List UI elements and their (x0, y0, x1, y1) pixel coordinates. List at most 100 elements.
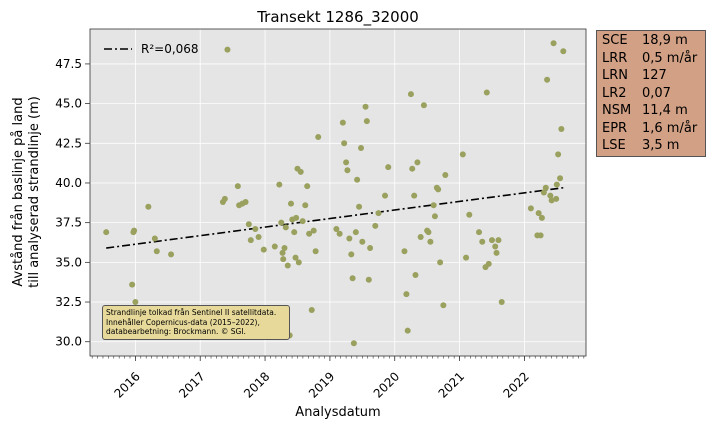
data-point (442, 172, 449, 179)
data-point (129, 281, 136, 288)
plot-frame (89, 28, 587, 357)
data-point (495, 237, 502, 244)
data-point (493, 249, 500, 256)
data-point (252, 226, 259, 233)
data-point (476, 229, 483, 236)
stat-key: EPR (602, 120, 628, 136)
data-point (537, 232, 544, 239)
data-point (540, 189, 547, 196)
data-point (281, 245, 288, 252)
data-point (295, 259, 302, 266)
data-point (247, 237, 254, 244)
y-axis-label: Avstånd från baslinje på land till analy… (11, 96, 42, 288)
stat-row: LSE 3,5 m (602, 137, 700, 155)
points-layer (103, 40, 567, 347)
data-point (348, 251, 355, 258)
data-point (372, 222, 379, 229)
data-point (435, 186, 442, 193)
data-point (359, 238, 366, 245)
stat-key: LSE (602, 138, 626, 153)
data-point (544, 76, 551, 83)
data-point (404, 327, 411, 334)
data-point (242, 199, 249, 206)
data-point (145, 203, 152, 210)
data-point (168, 251, 175, 258)
data-point (425, 229, 432, 236)
data-point (312, 248, 319, 255)
x-axis-label: Analysdatum (295, 405, 380, 420)
y-tick-label: 47.5 (55, 57, 82, 71)
data-point (363, 118, 370, 125)
data-point (409, 165, 416, 172)
data-point (412, 272, 419, 279)
data-point (407, 91, 414, 98)
stat-value: 0,5 m/år (642, 50, 698, 66)
data-point (336, 230, 343, 237)
x-tick-label: 2021 (436, 369, 467, 400)
data-point (547, 192, 554, 199)
data-point (271, 243, 278, 250)
stat-row: SCE 18,9 m (602, 32, 700, 50)
data-point (343, 159, 350, 166)
data-point (548, 197, 555, 204)
data-point (382, 192, 389, 199)
statistics-box: SCE 18,9 m LRR 0,5 m/år LRN 127 LR2 0,07 NSM 11,4… (596, 30, 706, 157)
data-point (550, 40, 557, 47)
data-point (440, 302, 447, 309)
y-tick-label: 40.0 (55, 176, 82, 190)
data-point (427, 238, 434, 245)
y-tick-label: 35.0 (55, 255, 82, 269)
trend-layer (106, 186, 564, 249)
x-tick-label: 2022 (500, 369, 531, 400)
data-point (385, 164, 392, 171)
data-point (527, 205, 534, 212)
data-point (280, 256, 287, 263)
y-tick-label: 32.5 (55, 295, 82, 309)
data-point (535, 210, 542, 217)
data-point (414, 159, 421, 166)
data-point (333, 226, 340, 233)
stat-value: 3,5 m (642, 138, 680, 153)
data-point (308, 306, 315, 313)
trend-line (106, 186, 564, 249)
stat-value: 18,9 m (642, 33, 688, 48)
data-point (284, 262, 291, 269)
data-point (255, 233, 262, 240)
stat-row: NSM 11,4 m (602, 102, 700, 120)
stat-value: 0,07 (642, 85, 671, 101)
data-point (375, 210, 382, 217)
data-point (287, 200, 294, 207)
data-point (557, 175, 564, 182)
data-point (276, 181, 283, 188)
data-point (221, 195, 228, 202)
x-tick-label: 2020 (371, 369, 402, 400)
data-point (558, 126, 565, 133)
data-point (485, 260, 492, 267)
source-note-line: databearbetning: Brockmann. © SGI. (106, 327, 246, 336)
data-point (339, 119, 346, 126)
stat-key: LRR (602, 50, 628, 66)
data-point (350, 340, 357, 347)
stat-row: LR2 0,07 (602, 85, 700, 103)
data-point (437, 259, 444, 266)
source-note: Strandlinje tolkad från Sentinel II sate… (102, 305, 290, 340)
data-point (459, 151, 466, 158)
data-point (299, 218, 306, 225)
data-point (278, 219, 285, 226)
data-point (349, 275, 356, 282)
data-point (367, 245, 374, 252)
data-point (315, 133, 322, 140)
data-point (346, 235, 353, 242)
data-point (542, 184, 549, 191)
data-point (352, 229, 359, 236)
data-point (498, 299, 505, 306)
data-point (292, 254, 299, 261)
x-tick-label: 2017 (176, 369, 207, 400)
y-tick-label: 30.0 (55, 335, 82, 349)
data-point (430, 202, 437, 209)
data-point (463, 254, 470, 261)
stat-key: LRN (602, 68, 628, 83)
data-point (260, 246, 267, 253)
data-point (297, 168, 304, 175)
